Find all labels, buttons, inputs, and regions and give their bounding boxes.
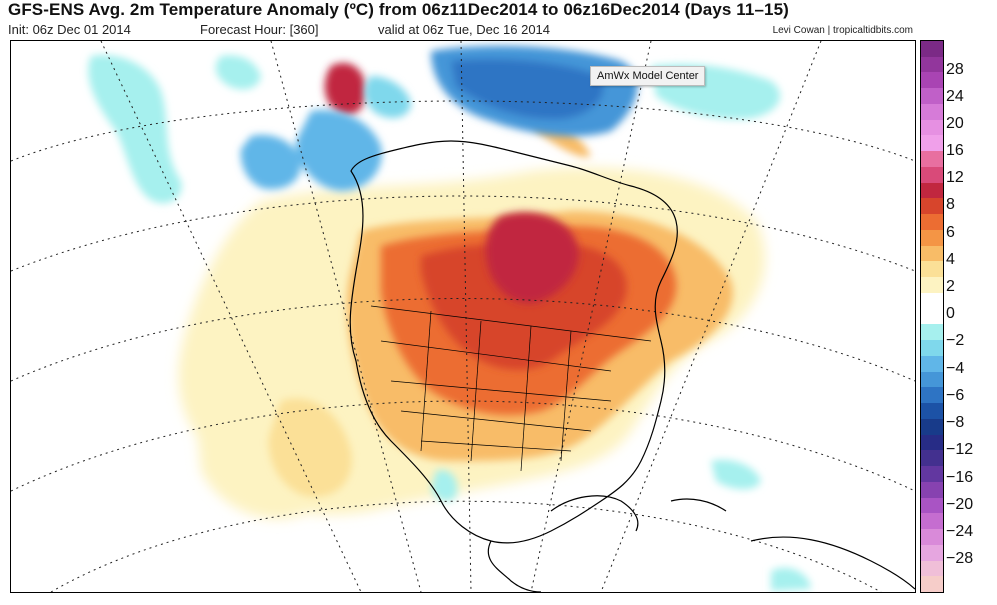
colorbar-label: −28 [946,550,974,567]
colorbar-swatch [921,481,943,499]
credit-text: Levi Cowan | tropicaltidbits.com [772,25,913,36]
colorbar-swatch [921,56,943,73]
colorbar-swatch [921,497,943,514]
chart-title: GFS-ENS Avg. 2m Temperature Anomaly (ºC)… [8,0,789,19]
colorbar-swatch [921,182,943,199]
colorbar-label: 28 [946,61,964,78]
colorbar-label: 16 [946,142,964,159]
colorbar-label: 6 [946,224,955,241]
colorbar-swatch [921,135,943,152]
colorbar-swatch [921,229,943,247]
colorbar-swatch [921,198,943,215]
colorbar-swatch [921,340,943,357]
colorbar-swatch [921,355,943,373]
colorbar-swatch [921,450,943,467]
colorbar-swatch [921,387,943,404]
colorbar-swatch [921,292,943,310]
colorbar-swatch [921,214,943,231]
colorbar-label: 12 [946,169,964,186]
colorbar-swatch [921,418,943,436]
colorbar-swatch [921,513,943,530]
colorbar-swatch [921,466,943,483]
colorbar-label: 4 [946,251,955,268]
colorbar-swatch [921,72,943,89]
colorbar-swatch [921,166,943,184]
colorbar-swatch [921,576,943,593]
colorbar-swatch [921,261,943,278]
temperature-anomaly-colorbar [920,40,944,593]
colorbar-swatch [921,103,943,121]
colorbar-swatch [921,560,943,577]
colorbar-label: −2 [946,332,965,349]
colorbar-swatch [921,324,943,341]
state-borders [370,305,652,472]
anomaly-map[interactable] [10,40,916,593]
colorbar-label: −12 [946,441,974,458]
colorbar-label: −8 [946,414,965,431]
colorbar-label: −4 [946,360,965,377]
colorbar-swatch [921,529,943,546]
colorbar-swatch [921,544,943,561]
map-canvas [11,41,915,592]
warm-anomaly-hot [421,243,627,370]
colorbar-label: 2 [946,278,955,295]
colorbar-label: 20 [946,115,964,132]
model-center-tooltip[interactable]: AmWx Model Center [590,66,706,86]
colorbar-label: −16 [946,469,974,486]
cold-anomaly [88,45,811,591]
colorbar-label: −20 [946,496,974,513]
colorbar-swatch [921,371,943,388]
colorbar-swatch [921,119,943,136]
colorbar-swatch [921,434,943,451]
colorbar-swatch [921,41,943,58]
colorbar-label: −6 [946,387,965,404]
colorbar-label: 24 [946,88,964,105]
colorbar-swatch [921,277,943,294]
colorbar-label: −24 [946,523,974,540]
colorbar-swatch [921,88,943,105]
coastlines [349,140,915,592]
colorbar-swatch [921,403,943,420]
forecast-hour: Forecast Hour: [360] [200,22,319,37]
colorbar-label: 0 [946,305,955,322]
colorbar-swatch [921,245,943,262]
valid-time: valid at 06z Tue, Dec 16 2014 [378,22,551,37]
init-time: Init: 06z Dec 01 2014 [8,22,131,37]
colorbar-swatch [921,308,943,325]
graticule [11,41,915,592]
colorbar-swatch [921,151,943,168]
colorbar-label: 8 [946,196,955,213]
